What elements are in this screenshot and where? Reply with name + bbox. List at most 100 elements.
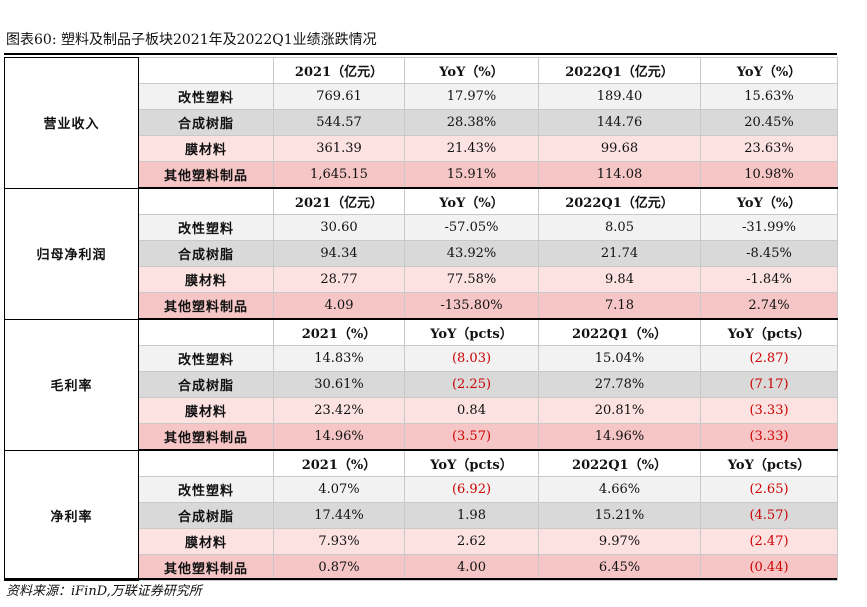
section-header-row: 营业收入 2021（亿元） YoY（%） 2022Q1（亿元） YoY（%） xyxy=(4,57,838,189)
value-cell: 21.43% xyxy=(404,135,539,162)
column-header: YoY（%） xyxy=(404,57,539,84)
bottom-rule xyxy=(4,578,837,580)
section-header-row: 归母净利润 2021（亿元） YoY（%） 2022Q1（亿元） YoY（%） xyxy=(4,187,838,320)
table-row: 其他塑料制品 14.96% (3.57) 14.96% (3.33) xyxy=(5,423,838,451)
value-cell: (3.33) xyxy=(700,423,838,451)
table-row: 改性塑料 4.07% (6.92) 4.66% (2.65) xyxy=(5,476,838,503)
value-cell: 0.84 xyxy=(404,397,539,424)
category-label: 合成树脂 xyxy=(138,502,274,529)
value-cell: (2.47) xyxy=(700,528,838,555)
category-label: 其他塑料制品 xyxy=(138,423,274,451)
value-cell: 20.81% xyxy=(538,397,701,424)
column-header: 2022Q1（%） xyxy=(538,318,701,346)
table-row: 其他塑料制品 0.87% 4.00 6.45% (0.44) xyxy=(5,554,838,581)
value-cell: 28.77 xyxy=(273,266,405,293)
value-cell: (2.87) xyxy=(700,345,838,372)
category-label: 其他塑料制品 xyxy=(138,161,274,189)
value-cell: 769.61 xyxy=(273,83,405,110)
table-row: 改性塑料 769.61 17.97% 189.40 15.63% xyxy=(5,83,838,110)
value-cell: 9.84 xyxy=(538,266,701,293)
category-label: 合成树脂 xyxy=(138,371,274,398)
table-row: 膜材料 7.93% 2.62 9.97% (2.47) xyxy=(5,528,838,555)
column-header: 2022Q1（亿元） xyxy=(538,187,701,215)
value-cell: 4.07% xyxy=(273,476,405,503)
column-header: YoY（pcts） xyxy=(404,449,539,477)
table-row: 合成树脂 544.57 28.38% 144.76 20.45% xyxy=(5,109,838,136)
category-label: 其他塑料制品 xyxy=(138,554,274,581)
performance-table: 营业收入 2021（亿元） YoY（%） 2022Q1（亿元） YoY（%） 改性塑料 76… xyxy=(4,57,838,581)
value-cell: (3.57) xyxy=(404,423,539,451)
table-row: 其他塑料制品 4.09 -135.80% 7.18 2.74% xyxy=(5,292,838,320)
column-header: 2021（亿元） xyxy=(273,187,405,215)
value-cell: 4.00 xyxy=(404,554,539,581)
category-label: 膜材料 xyxy=(138,528,274,555)
value-cell: 17.44% xyxy=(273,502,405,529)
table-row: 改性塑料 30.60 -57.05% 8.05 -31.99% xyxy=(5,214,838,241)
value-cell: 1,645.15 xyxy=(273,161,405,189)
source-note: 资料来源：iFinD,万联证券研究所 xyxy=(6,584,202,599)
column-header: 2022Q1（亿元） xyxy=(538,57,701,84)
column-header: YoY（pcts） xyxy=(404,318,539,346)
column-header: YoY（pcts） xyxy=(700,449,838,477)
section-group-label: 营业收入 xyxy=(4,57,139,189)
category-label: 膜材料 xyxy=(138,135,274,162)
value-cell: 15.91% xyxy=(404,161,539,189)
table-row: 膜材料 28.77 77.58% 9.84 -1.84% xyxy=(5,266,838,293)
value-cell: 14.96% xyxy=(273,423,405,451)
category-label: 改性塑料 xyxy=(138,476,274,503)
value-cell: 30.61% xyxy=(273,371,405,398)
value-cell: 0.87% xyxy=(273,554,405,581)
value-cell: 77.58% xyxy=(404,266,539,293)
value-cell: (7.17) xyxy=(700,371,838,398)
value-cell: 544.57 xyxy=(273,109,405,136)
value-cell: (6.92) xyxy=(404,476,539,503)
value-cell: 7.18 xyxy=(538,292,701,320)
column-header: 2021（%） xyxy=(273,318,405,346)
value-cell: 17.97% xyxy=(404,83,539,110)
table-row: 其他塑料制品 1,645.15 15.91% 114.08 10.98% xyxy=(5,161,838,189)
value-cell: 6.45% xyxy=(538,554,701,581)
value-cell: 43.92% xyxy=(404,240,539,267)
column-header: YoY（%） xyxy=(404,187,539,215)
figure-title: 图表60: 塑料及制品子板块2021年及2022Q1业绩涨跌情况 xyxy=(6,32,377,48)
value-cell: 361.39 xyxy=(273,135,405,162)
value-cell: (2.25) xyxy=(404,371,539,398)
category-label: 其他塑料制品 xyxy=(138,292,274,320)
value-cell: 4.66% xyxy=(538,476,701,503)
section-group-label: 净利率 xyxy=(4,449,139,581)
value-cell: 21.74 xyxy=(538,240,701,267)
section-header-row: 毛利率 2021（%） YoY（pcts） 2022Q1（%） YoY（pcts） xyxy=(4,318,838,451)
category-label: 改性塑料 xyxy=(138,214,274,241)
value-cell: 114.08 xyxy=(538,161,701,189)
value-cell: 2.62 xyxy=(404,528,539,555)
value-cell: (8.03) xyxy=(404,345,539,372)
value-cell: 144.76 xyxy=(538,109,701,136)
value-cell: 99.68 xyxy=(538,135,701,162)
column-header: YoY（%） xyxy=(700,187,838,215)
value-cell: 15.63% xyxy=(700,83,838,110)
header-blank-cell xyxy=(138,57,274,84)
value-cell: -1.84% xyxy=(700,266,838,293)
top-rule xyxy=(4,53,837,55)
value-cell: 8.05 xyxy=(538,214,701,241)
value-cell: 15.04% xyxy=(538,345,701,372)
table-row: 膜材料 361.39 21.43% 99.68 23.63% xyxy=(5,135,838,162)
section-group-label: 毛利率 xyxy=(4,318,139,451)
value-cell: (4.57) xyxy=(700,502,838,529)
column-header: 2021（亿元） xyxy=(273,57,405,84)
value-cell: 30.60 xyxy=(273,214,405,241)
value-cell: (0.44) xyxy=(700,554,838,581)
value-cell: 23.63% xyxy=(700,135,838,162)
header-blank-cell xyxy=(138,318,274,346)
value-cell: 1.98 xyxy=(404,502,539,529)
value-cell: 10.98% xyxy=(700,161,838,189)
column-header: 2022Q1（%） xyxy=(538,449,701,477)
value-cell: -57.05% xyxy=(404,214,539,241)
header-blank-cell xyxy=(138,449,274,477)
value-cell: 20.45% xyxy=(700,109,838,136)
header-blank-cell xyxy=(138,187,274,215)
value-cell: 28.38% xyxy=(404,109,539,136)
category-label: 合成树脂 xyxy=(138,240,274,267)
value-cell: 15.21% xyxy=(538,502,701,529)
value-cell: (3.33) xyxy=(700,397,838,424)
